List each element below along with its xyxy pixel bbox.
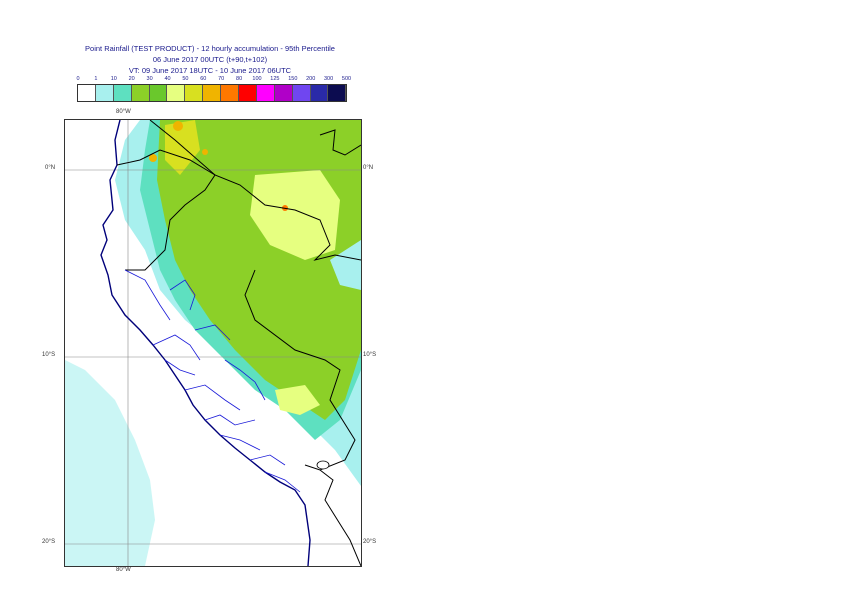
legend-swatch xyxy=(95,85,114,101)
lat-label-left-10: 10°S xyxy=(42,352,56,358)
map-svg xyxy=(65,120,361,566)
legend-swatch xyxy=(221,85,240,101)
legend-swatch xyxy=(131,85,150,101)
legend-label: 20 xyxy=(128,76,135,82)
lon-label-top: 80°W xyxy=(116,109,131,115)
title-line-3: VT: 09 June 2017 18UTC - 10 June 2017 06… xyxy=(128,66,292,75)
border-colombia xyxy=(149,120,361,261)
title-line-1: Point Rainfall (TEST PRODUCT) - 12 hourl… xyxy=(85,44,335,53)
border-ecuador xyxy=(116,149,216,271)
legend-label: 1 xyxy=(94,76,98,82)
rain-field-yellow-3 xyxy=(165,120,200,175)
legend-swatch xyxy=(310,85,329,101)
lat-label-right-20: 20°S xyxy=(363,539,377,545)
legend-label: 10 xyxy=(110,76,117,82)
legend-label: 0 xyxy=(76,76,80,82)
rain-field-ocean xyxy=(65,360,155,566)
rainfall-map xyxy=(64,119,362,567)
lat-label-right-10: 10°S xyxy=(363,352,377,358)
legend-label: 70 xyxy=(218,76,225,82)
legend-label: 50 xyxy=(182,76,189,82)
rain-max-2 xyxy=(149,154,157,162)
border-peru-brazil xyxy=(244,269,356,471)
rain-field-yellow xyxy=(250,170,340,260)
legend-label: 60 xyxy=(200,76,207,82)
legend-swatch xyxy=(274,85,293,101)
legend-label: 30 xyxy=(146,76,153,82)
legend-label: 150 xyxy=(288,76,298,82)
border-bolivia xyxy=(319,469,361,566)
legend-swatch xyxy=(328,85,347,101)
color-legend xyxy=(77,84,348,102)
legend-label: 200 xyxy=(306,76,316,82)
legend-swatch xyxy=(78,85,96,101)
legend-swatch xyxy=(167,85,186,101)
legend-label: 80 xyxy=(236,76,243,82)
legend-swatch xyxy=(203,85,222,101)
lat-label-left-20: 20°S xyxy=(42,539,56,545)
lat-label-left-0: 0°N xyxy=(45,165,56,171)
legend-label: 300 xyxy=(324,76,334,82)
legend-swatch xyxy=(149,85,168,101)
lat-label-right-0: 0°N xyxy=(363,165,374,171)
regional-borders xyxy=(124,269,301,493)
legend-swatch xyxy=(113,85,132,101)
rain-max-1 xyxy=(173,121,183,131)
legend-label: 100 xyxy=(252,76,262,82)
legend-swatch xyxy=(185,85,204,101)
lon-label-bottom: 80°W xyxy=(116,567,131,573)
legend-label: 125 xyxy=(270,76,280,82)
legend-swatch xyxy=(292,85,311,101)
title-line-2: 06 June 2017 00UTC (t+90,t+102) xyxy=(152,55,268,64)
legend-swatch xyxy=(256,85,275,101)
rain-field-yellow-2 xyxy=(275,385,320,415)
border-northeast xyxy=(319,129,361,156)
rain-field-right xyxy=(330,240,361,290)
legend-label: 500 xyxy=(341,76,352,82)
rain-max-3 xyxy=(202,149,208,155)
lake-titicaca xyxy=(316,460,330,470)
legend-label: 40 xyxy=(164,76,171,82)
legend-swatch xyxy=(239,85,257,101)
